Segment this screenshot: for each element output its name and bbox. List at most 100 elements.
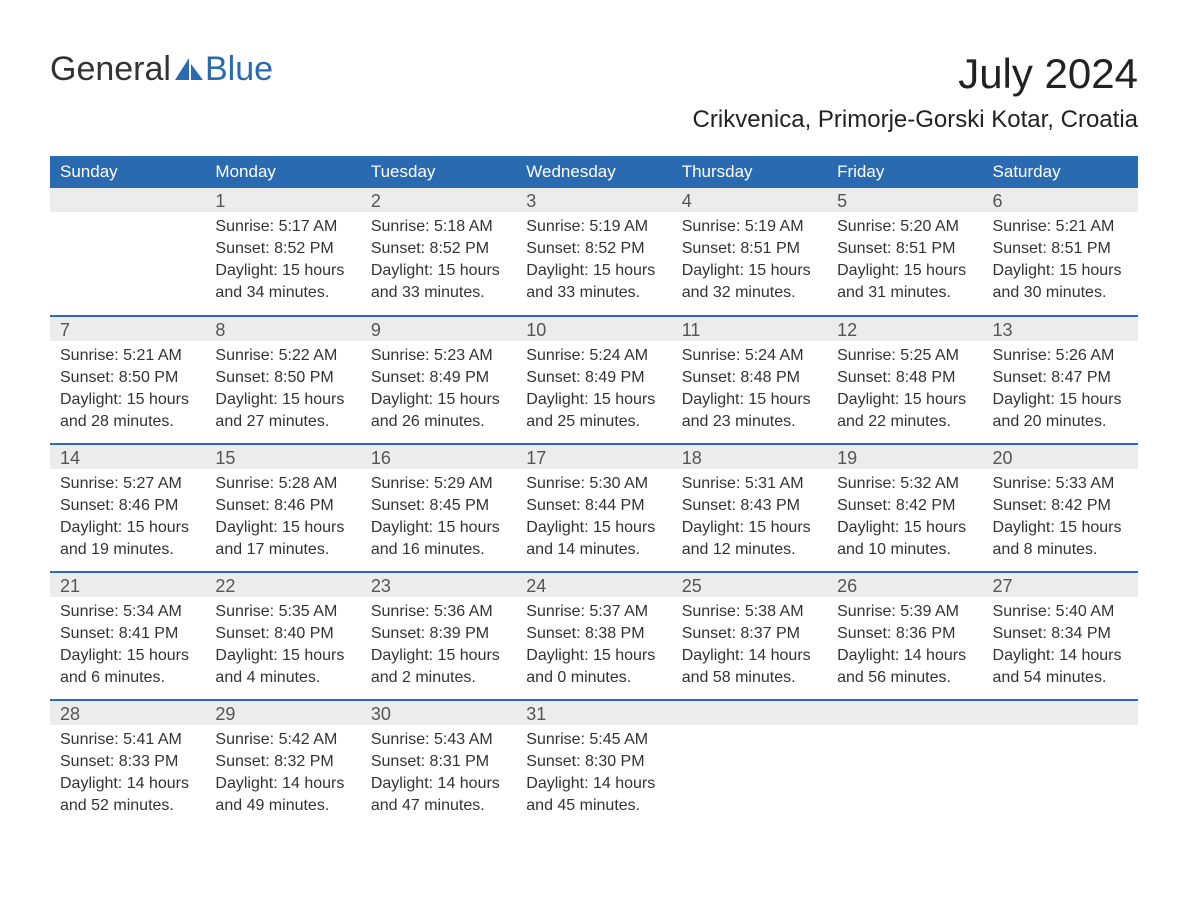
calendar-cell: 18Sunrise: 5:31 AMSunset: 8:43 PMDayligh… <box>672 444 827 572</box>
sunset-text: Sunset: 8:34 PM <box>993 623 1128 645</box>
sunset-text: Sunset: 8:46 PM <box>60 495 195 517</box>
sunrise-text: Sunrise: 5:29 AM <box>371 473 506 495</box>
daylight-line1: Daylight: 14 hours <box>993 645 1128 667</box>
daylight-line2: and 28 minutes. <box>60 411 195 433</box>
calendar-cell: 12Sunrise: 5:25 AMSunset: 8:48 PMDayligh… <box>827 316 982 444</box>
day-number: 4 <box>672 188 827 212</box>
brand-part1: General <box>50 50 171 89</box>
sunset-text: Sunset: 8:51 PM <box>837 238 972 260</box>
day-details: Sunrise: 5:45 AMSunset: 8:30 PMDaylight:… <box>516 725 671 823</box>
calendar-cell: 26Sunrise: 5:39 AMSunset: 8:36 PMDayligh… <box>827 572 982 700</box>
calendar-cell: 7Sunrise: 5:21 AMSunset: 8:50 PMDaylight… <box>50 316 205 444</box>
day-number: 18 <box>672 445 827 469</box>
daylight-line1: Daylight: 15 hours <box>371 645 506 667</box>
sunrise-text: Sunrise: 5:42 AM <box>215 729 350 751</box>
daylight-line2: and 20 minutes. <box>993 411 1128 433</box>
day-number: 16 <box>361 445 516 469</box>
day-number <box>827 701 982 725</box>
brand-logo: General Blue <box>50 50 273 89</box>
sunrise-text: Sunrise: 5:25 AM <box>837 345 972 367</box>
sunrise-text: Sunrise: 5:38 AM <box>682 601 817 623</box>
day-number: 13 <box>983 317 1138 341</box>
daylight-line1: Daylight: 15 hours <box>682 260 817 282</box>
daylight-line2: and 16 minutes. <box>371 539 506 561</box>
sunset-text: Sunset: 8:49 PM <box>371 367 506 389</box>
day-number <box>672 701 827 725</box>
calendar-cell <box>50 188 205 316</box>
day-number: 14 <box>50 445 205 469</box>
sunrise-text: Sunrise: 5:27 AM <box>60 473 195 495</box>
sunset-text: Sunset: 8:45 PM <box>371 495 506 517</box>
daylight-line1: Daylight: 14 hours <box>371 773 506 795</box>
calendar-cell: 31Sunrise: 5:45 AMSunset: 8:30 PMDayligh… <box>516 700 671 828</box>
day-number: 29 <box>205 701 360 725</box>
sunrise-text: Sunrise: 5:24 AM <box>682 345 817 367</box>
sunrise-text: Sunrise: 5:39 AM <box>837 601 972 623</box>
sunrise-text: Sunrise: 5:21 AM <box>993 216 1128 238</box>
sunrise-text: Sunrise: 5:45 AM <box>526 729 661 751</box>
col-friday: Friday <box>827 156 982 188</box>
daylight-line1: Daylight: 14 hours <box>60 773 195 795</box>
sunset-text: Sunset: 8:52 PM <box>215 238 350 260</box>
calendar-cell: 4Sunrise: 5:19 AMSunset: 8:51 PMDaylight… <box>672 188 827 316</box>
daylight-line2: and 6 minutes. <box>60 667 195 689</box>
calendar-week-row: 28Sunrise: 5:41 AMSunset: 8:33 PMDayligh… <box>50 700 1138 828</box>
daylight-line2: and 33 minutes. <box>371 282 506 304</box>
daylight-line2: and 27 minutes. <box>215 411 350 433</box>
calendar-cell: 17Sunrise: 5:30 AMSunset: 8:44 PMDayligh… <box>516 444 671 572</box>
day-details: Sunrise: 5:18 AMSunset: 8:52 PMDaylight:… <box>361 212 516 310</box>
daylight-line2: and 31 minutes. <box>837 282 972 304</box>
daylight-line2: and 14 minutes. <box>526 539 661 561</box>
day-details: Sunrise: 5:28 AMSunset: 8:46 PMDaylight:… <box>205 469 360 567</box>
title-block: July 2024 Crikvenica, Primorje-Gorski Ko… <box>693 50 1138 148</box>
daylight-line1: Daylight: 15 hours <box>60 389 195 411</box>
sunrise-text: Sunrise: 5:21 AM <box>60 345 195 367</box>
daylight-line1: Daylight: 15 hours <box>837 517 972 539</box>
calendar-cell: 5Sunrise: 5:20 AMSunset: 8:51 PMDaylight… <box>827 188 982 316</box>
daylight-line1: Daylight: 15 hours <box>215 260 350 282</box>
sunrise-text: Sunrise: 5:24 AM <box>526 345 661 367</box>
sunrise-text: Sunrise: 5:41 AM <box>60 729 195 751</box>
calendar-cell: 6Sunrise: 5:21 AMSunset: 8:51 PMDaylight… <box>983 188 1138 316</box>
sunset-text: Sunset: 8:31 PM <box>371 751 506 773</box>
calendar-cell: 30Sunrise: 5:43 AMSunset: 8:31 PMDayligh… <box>361 700 516 828</box>
calendar-cell: 11Sunrise: 5:24 AMSunset: 8:48 PMDayligh… <box>672 316 827 444</box>
day-details: Sunrise: 5:27 AMSunset: 8:46 PMDaylight:… <box>50 469 205 567</box>
calendar-cell: 27Sunrise: 5:40 AMSunset: 8:34 PMDayligh… <box>983 572 1138 700</box>
sunset-text: Sunset: 8:52 PM <box>371 238 506 260</box>
sunset-text: Sunset: 8:32 PM <box>215 751 350 773</box>
calendar-cell: 15Sunrise: 5:28 AMSunset: 8:46 PMDayligh… <box>205 444 360 572</box>
sunrise-text: Sunrise: 5:22 AM <box>215 345 350 367</box>
sunset-text: Sunset: 8:42 PM <box>993 495 1128 517</box>
daylight-line2: and 32 minutes. <box>682 282 817 304</box>
daylight-line2: and 12 minutes. <box>682 539 817 561</box>
daylight-line1: Daylight: 15 hours <box>215 389 350 411</box>
day-number: 6 <box>983 188 1138 212</box>
day-number: 31 <box>516 701 671 725</box>
sunrise-text: Sunrise: 5:34 AM <box>60 601 195 623</box>
day-details: Sunrise: 5:38 AMSunset: 8:37 PMDaylight:… <box>672 597 827 695</box>
calendar-cell: 2Sunrise: 5:18 AMSunset: 8:52 PMDaylight… <box>361 188 516 316</box>
daylight-line1: Daylight: 15 hours <box>837 260 972 282</box>
daylight-line2: and 54 minutes. <box>993 667 1128 689</box>
daylight-line2: and 8 minutes. <box>993 539 1128 561</box>
sunrise-text: Sunrise: 5:19 AM <box>682 216 817 238</box>
calendar-week-row: 7Sunrise: 5:21 AMSunset: 8:50 PMDaylight… <box>50 316 1138 444</box>
day-number: 2 <box>361 188 516 212</box>
col-thursday: Thursday <box>672 156 827 188</box>
sunrise-text: Sunrise: 5:30 AM <box>526 473 661 495</box>
daylight-line2: and 56 minutes. <box>837 667 972 689</box>
daylight-line1: Daylight: 15 hours <box>682 389 817 411</box>
calendar-cell: 20Sunrise: 5:33 AMSunset: 8:42 PMDayligh… <box>983 444 1138 572</box>
day-details: Sunrise: 5:25 AMSunset: 8:48 PMDaylight:… <box>827 341 982 439</box>
day-number: 26 <box>827 573 982 597</box>
col-saturday: Saturday <box>983 156 1138 188</box>
calendar-cell: 29Sunrise: 5:42 AMSunset: 8:32 PMDayligh… <box>205 700 360 828</box>
day-number: 10 <box>516 317 671 341</box>
sunrise-text: Sunrise: 5:31 AM <box>682 473 817 495</box>
sunset-text: Sunset: 8:51 PM <box>993 238 1128 260</box>
daylight-line2: and 45 minutes. <box>526 795 661 817</box>
daylight-line2: and 26 minutes. <box>371 411 506 433</box>
calendar-cell: 24Sunrise: 5:37 AMSunset: 8:38 PMDayligh… <box>516 572 671 700</box>
daylight-line2: and 17 minutes. <box>215 539 350 561</box>
